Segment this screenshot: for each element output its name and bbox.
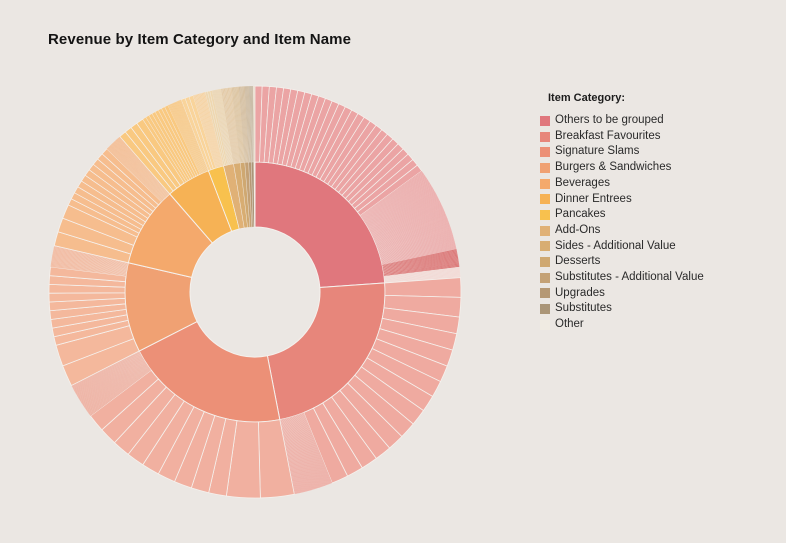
legend-item-label: Add-Ons [555, 223, 601, 236]
legend-item-label: Upgrades [555, 286, 605, 299]
legend-swatch-icon [540, 319, 550, 330]
legend-swatch-icon [540, 272, 550, 283]
legend-swatch-icon [540, 162, 550, 173]
legend-swatch-icon [540, 225, 550, 236]
legend-item-sides-additional-value[interactable]: Sides - Additional Value [540, 239, 770, 255]
legend-swatch-icon [540, 147, 550, 158]
legend-swatch-icon [540, 115, 550, 126]
legend-item-desserts[interactable]: Desserts [540, 254, 770, 270]
legend-item-label: Burgers & Sandwiches [555, 161, 672, 174]
legend-item-substitutes-additional-value[interactable]: Substitutes - Additional Value [540, 270, 770, 286]
legend-item-label: Sides - Additional Value [555, 239, 676, 252]
legend-item-label: Pancakes [555, 208, 606, 221]
legend-swatch-icon [540, 131, 550, 142]
legend-item-breakfast-favourites[interactable]: Breakfast Favourites [540, 129, 770, 145]
legend: Item Category: Others to be grouped Break… [540, 92, 770, 333]
legend-item-burgers-sandwiches[interactable]: Burgers & Sandwiches [540, 160, 770, 176]
legend-item-beverages[interactable]: Beverages [540, 176, 770, 192]
legend-item-pancakes[interactable]: Pancakes [540, 207, 770, 223]
legend-item-label: Substitutes - Additional Value [555, 270, 704, 283]
legend-item-others-to-be-grouped[interactable]: Others to be grouped [540, 113, 770, 129]
legend-item-signature-slams[interactable]: Signature Slams [540, 144, 770, 160]
legend-item-label: Substitutes [555, 302, 612, 315]
legend-swatch-icon [540, 194, 550, 205]
legend-swatch-icon [540, 241, 550, 252]
legend-item-other[interactable]: Other [540, 317, 770, 333]
legend-item-label: Dinner Entrees [555, 192, 632, 205]
legend-swatch-icon [540, 209, 550, 220]
legend-swatch-icon [540, 257, 550, 268]
legend-swatch-icon [540, 178, 550, 189]
legend-item-label: Desserts [555, 255, 601, 268]
legend-item-add-ons[interactable]: Add-Ons [540, 223, 770, 239]
legend-item-label: Others to be grouped [555, 114, 664, 127]
legend-title: Item Category: [548, 92, 626, 104]
legend-swatch-icon [540, 288, 550, 299]
legend-item-dinner-entrees[interactable]: Dinner Entrees [540, 191, 770, 207]
item-slice-other[interactable] [253, 85, 256, 163]
sunburst-svg [48, 85, 462, 499]
legend-item-label: Other [555, 318, 584, 331]
legend-item-label: Signature Slams [555, 145, 640, 158]
legend-item-label: Breakfast Favourites [555, 129, 661, 142]
legend-item-substitutes[interactable]: Substitutes [540, 301, 770, 317]
sunburst-chart [45, 78, 465, 510]
chart-title: Revenue by Item Category and Item Name [48, 31, 352, 48]
legend-swatch-icon [540, 304, 550, 315]
legend-item-label: Beverages [555, 176, 610, 189]
legend-item-upgrades[interactable]: Upgrades [540, 286, 770, 302]
legend-list: Others to be grouped Breakfast Favourites… [540, 113, 770, 333]
